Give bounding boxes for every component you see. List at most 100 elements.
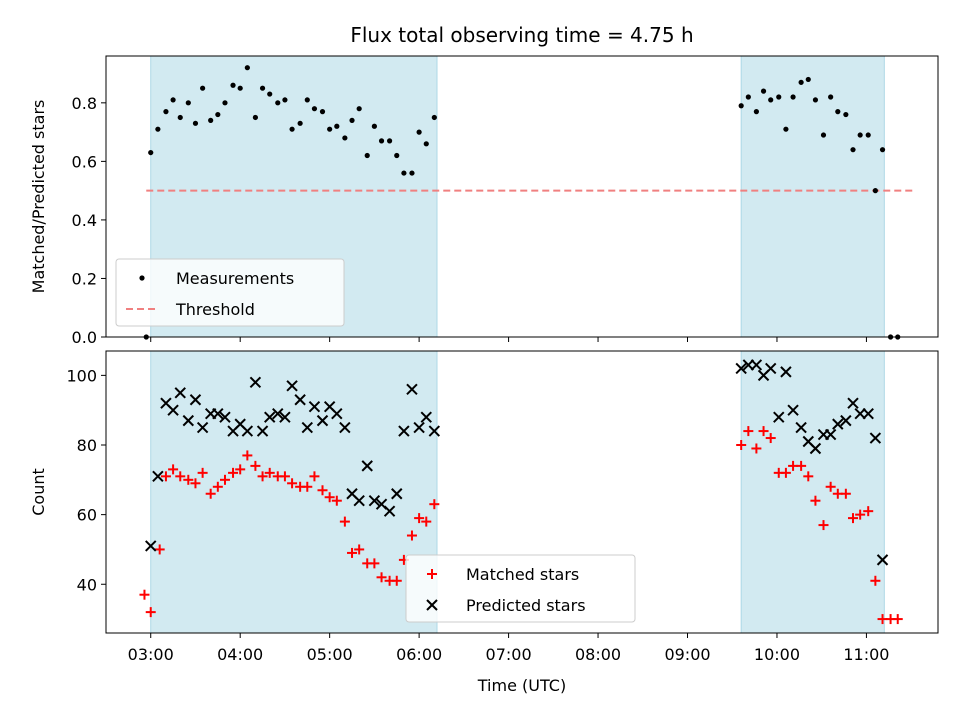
x-tick-label: 04:00 [217, 645, 263, 664]
data-point-b [780, 366, 792, 378]
data-point [773, 411, 785, 423]
data-point [398, 425, 410, 437]
data-point-b [391, 488, 403, 500]
x-tick-label: 06:00 [396, 645, 442, 664]
data-point [145, 607, 156, 618]
data-point [413, 421, 425, 434]
data-point [795, 421, 807, 434]
data-point [154, 544, 165, 555]
data-point [735, 362, 747, 375]
data-point [289, 126, 295, 132]
data-point [812, 97, 819, 103]
data-point-b [398, 425, 410, 437]
data-point-b [167, 404, 179, 416]
data-point [327, 126, 333, 132]
data-point-b [152, 470, 164, 483]
data-point [805, 76, 811, 83]
bottom-x-ticks: 03:00 04:00 05:00 06:00 07:00 08:00 09:00 10:00… [128, 633, 889, 664]
data-point [212, 407, 224, 420]
data-point [334, 123, 340, 129]
data-point [783, 126, 789, 132]
data-point [212, 481, 223, 492]
data-point [230, 82, 236, 88]
x-tick-label: 10:00 [754, 645, 800, 664]
data-point-b [264, 411, 276, 423]
data-point [431, 114, 437, 121]
data-point-b [406, 383, 418, 396]
data-point [317, 485, 328, 496]
data-point [347, 547, 358, 558]
data-point [386, 138, 393, 144]
data-point-b [212, 407, 224, 420]
data-point [738, 103, 744, 109]
data-point [869, 432, 882, 444]
data-point [780, 366, 792, 378]
data-point [192, 120, 199, 126]
legend-matched-marker [427, 569, 437, 579]
data-point [409, 170, 415, 176]
top-panel-frame [105, 55, 939, 338]
data-point-b [832, 418, 844, 430]
data-point-b [323, 400, 336, 413]
data-point [264, 467, 275, 478]
data-point [378, 138, 385, 144]
data-point [183, 474, 194, 485]
data-point [855, 509, 866, 520]
data-point [205, 488, 216, 499]
legend-measurements-marker [139, 275, 145, 281]
x-tick-label: 05:00 [307, 645, 353, 664]
data-point [790, 94, 796, 100]
data-point [383, 505, 396, 517]
data-point [751, 443, 762, 454]
x-axis-label: Time (UTC) [477, 676, 566, 695]
data-point [809, 442, 822, 455]
data-point [294, 394, 306, 406]
data-point [428, 425, 441, 437]
data-point [331, 407, 343, 420]
data-point-b [787, 404, 799, 416]
data-point [803, 471, 814, 482]
x-tick-label: 09:00 [664, 645, 710, 664]
data-point [249, 376, 262, 389]
data-point [768, 97, 774, 103]
legend-predicted-marker [426, 599, 438, 611]
data-point-b [383, 505, 396, 517]
y-tick-label: 0.6 [72, 152, 97, 171]
data-point [241, 425, 254, 437]
data-point [840, 414, 852, 427]
data-point [331, 495, 342, 506]
data-point [139, 589, 150, 600]
data-point-b [346, 488, 358, 500]
y-tick-label: 60 [77, 506, 97, 525]
data-point [219, 411, 231, 423]
data-point [304, 97, 310, 103]
data-point [758, 426, 769, 437]
legend-symbol [426, 599, 438, 611]
data-point [267, 91, 273, 97]
data-point [190, 478, 201, 489]
data-point-b [847, 397, 859, 409]
y-tick-label: 40 [77, 575, 97, 594]
data-point [765, 433, 776, 444]
data-point-b [174, 387, 186, 399]
data-point-b [869, 432, 882, 444]
count-points [139, 359, 903, 625]
data-point [308, 400, 321, 413]
data-point [349, 117, 355, 123]
data-point-b [301, 421, 313, 434]
data-point [876, 554, 889, 566]
y-tick-label: 100 [66, 366, 97, 385]
data-point-b [420, 411, 432, 423]
data-point [406, 383, 418, 396]
data-point [163, 109, 169, 115]
data-point-b [189, 394, 202, 406]
legend-symbol [139, 275, 145, 281]
data-point [416, 129, 422, 135]
data-point [843, 111, 849, 118]
data-point [824, 428, 837, 441]
data-point-b [272, 407, 284, 420]
data-point [760, 88, 767, 94]
data-point [745, 94, 751, 100]
data-point-b [773, 411, 785, 423]
